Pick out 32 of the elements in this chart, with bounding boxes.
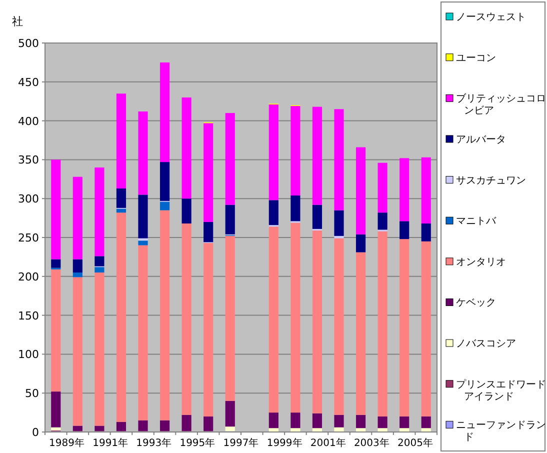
legend-label: オンタリオ	[456, 256, 506, 268]
x-tick-label: 1999年	[266, 437, 302, 449]
y-tick-label: 250	[18, 232, 39, 244]
x-tick-label: 1995年	[180, 437, 216, 449]
x-tick-label: 1997年	[223, 437, 259, 449]
x-tick-label: 2003年	[354, 437, 390, 449]
legend-label: アルバータ	[456, 134, 506, 146]
legend-label: サスカチュワン	[456, 175, 526, 186]
y-tick-label: 0	[32, 426, 39, 439]
legend-label: ブリティッシュコロンビア	[456, 92, 546, 117]
x-tick-label: 2001年	[310, 437, 346, 449]
legend-label: ノバスコシア	[456, 338, 516, 350]
legend-label: ニューファンドランド	[456, 420, 546, 444]
legend-label: ユーコン	[456, 52, 496, 64]
y-tick-label: 300	[18, 192, 39, 206]
y-tick-label: 500	[18, 37, 39, 50]
x-tick-label: 1989年	[49, 437, 85, 449]
legend-label: プリンスエドワードアイランド	[456, 378, 546, 402]
y-tick-label: 150	[18, 309, 39, 322]
legend-label: ノースウェスト	[456, 12, 526, 23]
legend-label: ケベック	[456, 298, 496, 309]
y-tick-label: 100	[18, 348, 39, 362]
x-tick-label: 1991年	[92, 437, 128, 449]
x-tick-label: 1993年	[136, 437, 172, 449]
y-tick-label: 400	[18, 114, 39, 128]
x-tick-label: 2005年	[397, 437, 433, 449]
y-axis-title: 社	[12, 15, 23, 28]
y-tick-label: 200	[18, 270, 39, 284]
y-tick-label: 450	[18, 76, 39, 89]
legend-label: マニトバ	[456, 216, 497, 228]
y-tick-label: 50	[25, 387, 39, 400]
y-tick-label: 350	[18, 154, 39, 167]
